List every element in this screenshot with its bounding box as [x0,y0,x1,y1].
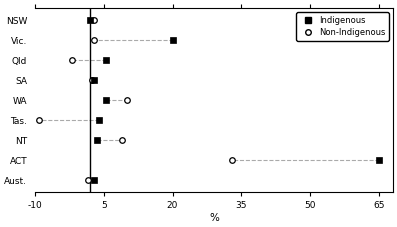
Legend: Indigenous, Non-Indigenous: Indigenous, Non-Indigenous [297,12,389,40]
X-axis label: %: % [209,213,219,223]
